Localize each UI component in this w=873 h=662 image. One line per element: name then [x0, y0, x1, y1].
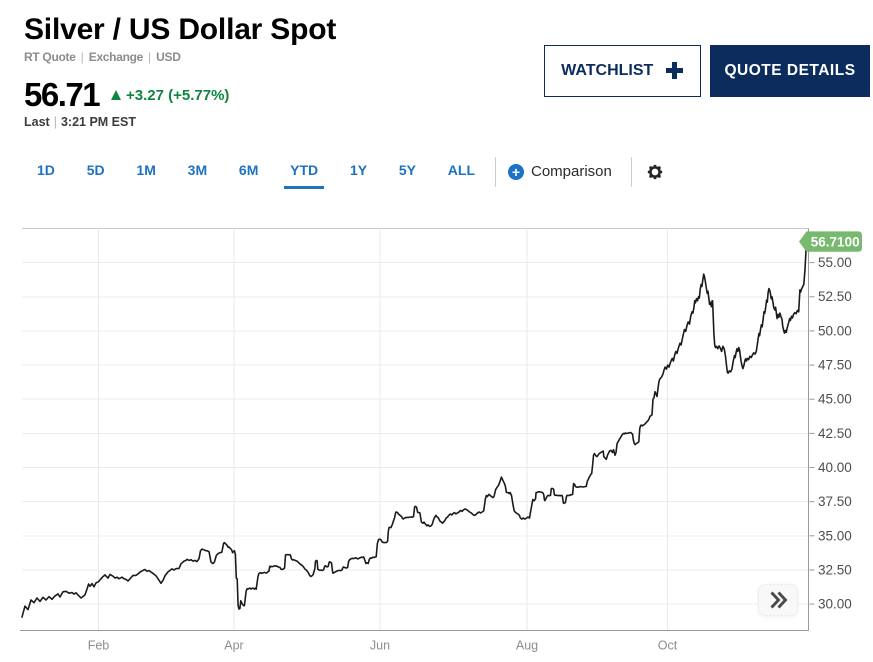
- svg-text:30.00: 30.00: [818, 597, 852, 612]
- svg-text:56.7100: 56.7100: [811, 234, 860, 249]
- svg-text:Oct: Oct: [658, 639, 678, 653]
- svg-text:50.00: 50.00: [818, 323, 852, 338]
- svg-text:42.50: 42.50: [818, 426, 852, 441]
- svg-text:Apr: Apr: [224, 639, 243, 653]
- svg-text:47.50: 47.50: [818, 358, 852, 373]
- svg-text:37.50: 37.50: [818, 494, 852, 509]
- svg-text:Jun: Jun: [370, 639, 390, 653]
- svg-text:40.00: 40.00: [818, 460, 852, 475]
- svg-text:Aug: Aug: [516, 639, 538, 653]
- svg-text:55.00: 55.00: [818, 255, 852, 270]
- svg-text:52.50: 52.50: [818, 289, 852, 304]
- svg-text:32.50: 32.50: [818, 563, 852, 578]
- svg-text:Feb: Feb: [88, 639, 110, 653]
- svg-text:35.00: 35.00: [818, 528, 852, 543]
- svg-text:45.00: 45.00: [818, 392, 852, 407]
